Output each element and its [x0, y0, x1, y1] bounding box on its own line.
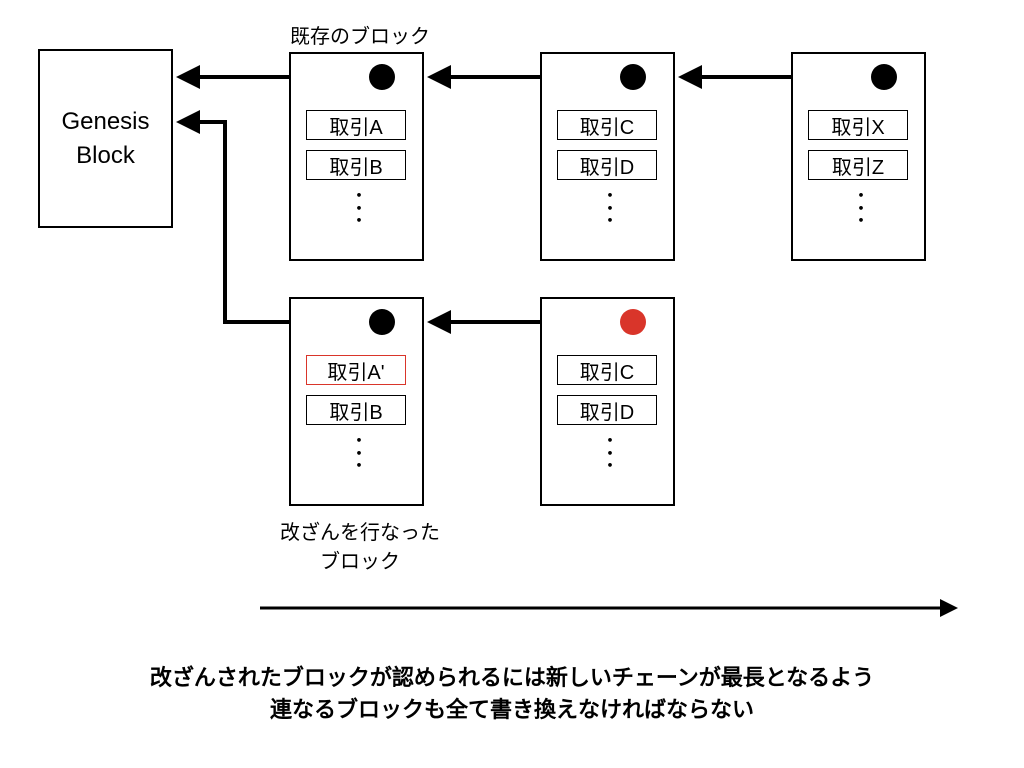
ellipsis: ・ ・ ・	[852, 190, 864, 228]
hash-dot	[871, 64, 897, 90]
genesis-label-1: Genesis	[61, 105, 149, 139]
hash-dot-red	[620, 309, 646, 335]
hash-dot	[369, 64, 395, 90]
tx-box: 取引D	[557, 395, 657, 425]
genesis-label-2: Block	[76, 139, 135, 173]
tx-box: 取引B	[306, 395, 406, 425]
tx-box: 取引Z	[808, 150, 908, 180]
tx-box: 取引C	[557, 355, 657, 385]
genesis-block: Genesis Block	[38, 49, 173, 228]
ellipsis: ・ ・ ・	[601, 435, 613, 473]
ellipsis: ・ ・ ・	[601, 190, 613, 228]
ellipsis: ・ ・ ・	[350, 435, 362, 473]
tx-box: 取引D	[557, 150, 657, 180]
caption-line-2: 連なるブロックも全て書き換えなければならない	[0, 692, 1024, 724]
hash-dot	[369, 309, 395, 335]
tx-box-tampered: 取引A'	[306, 355, 406, 385]
tx-box: 取引C	[557, 110, 657, 140]
tx-box: 取引X	[808, 110, 908, 140]
ellipsis: ・ ・ ・	[350, 190, 362, 228]
caption-line-1: 改ざんされたブロックが認められるには新しいチェーンが最長となるよう	[0, 660, 1024, 692]
tx-box: 取引B	[306, 150, 406, 180]
tampered-block-label: 改ざんを行なった ブロック	[270, 516, 450, 574]
existing-block-label: 既存のブロック	[280, 20, 440, 49]
tx-box: 取引A	[306, 110, 406, 140]
hash-dot	[620, 64, 646, 90]
diagram-canvas: Genesis Block 取引A 取引B ・ ・ ・ 取引C 取引D ・ ・ …	[0, 0, 1024, 768]
